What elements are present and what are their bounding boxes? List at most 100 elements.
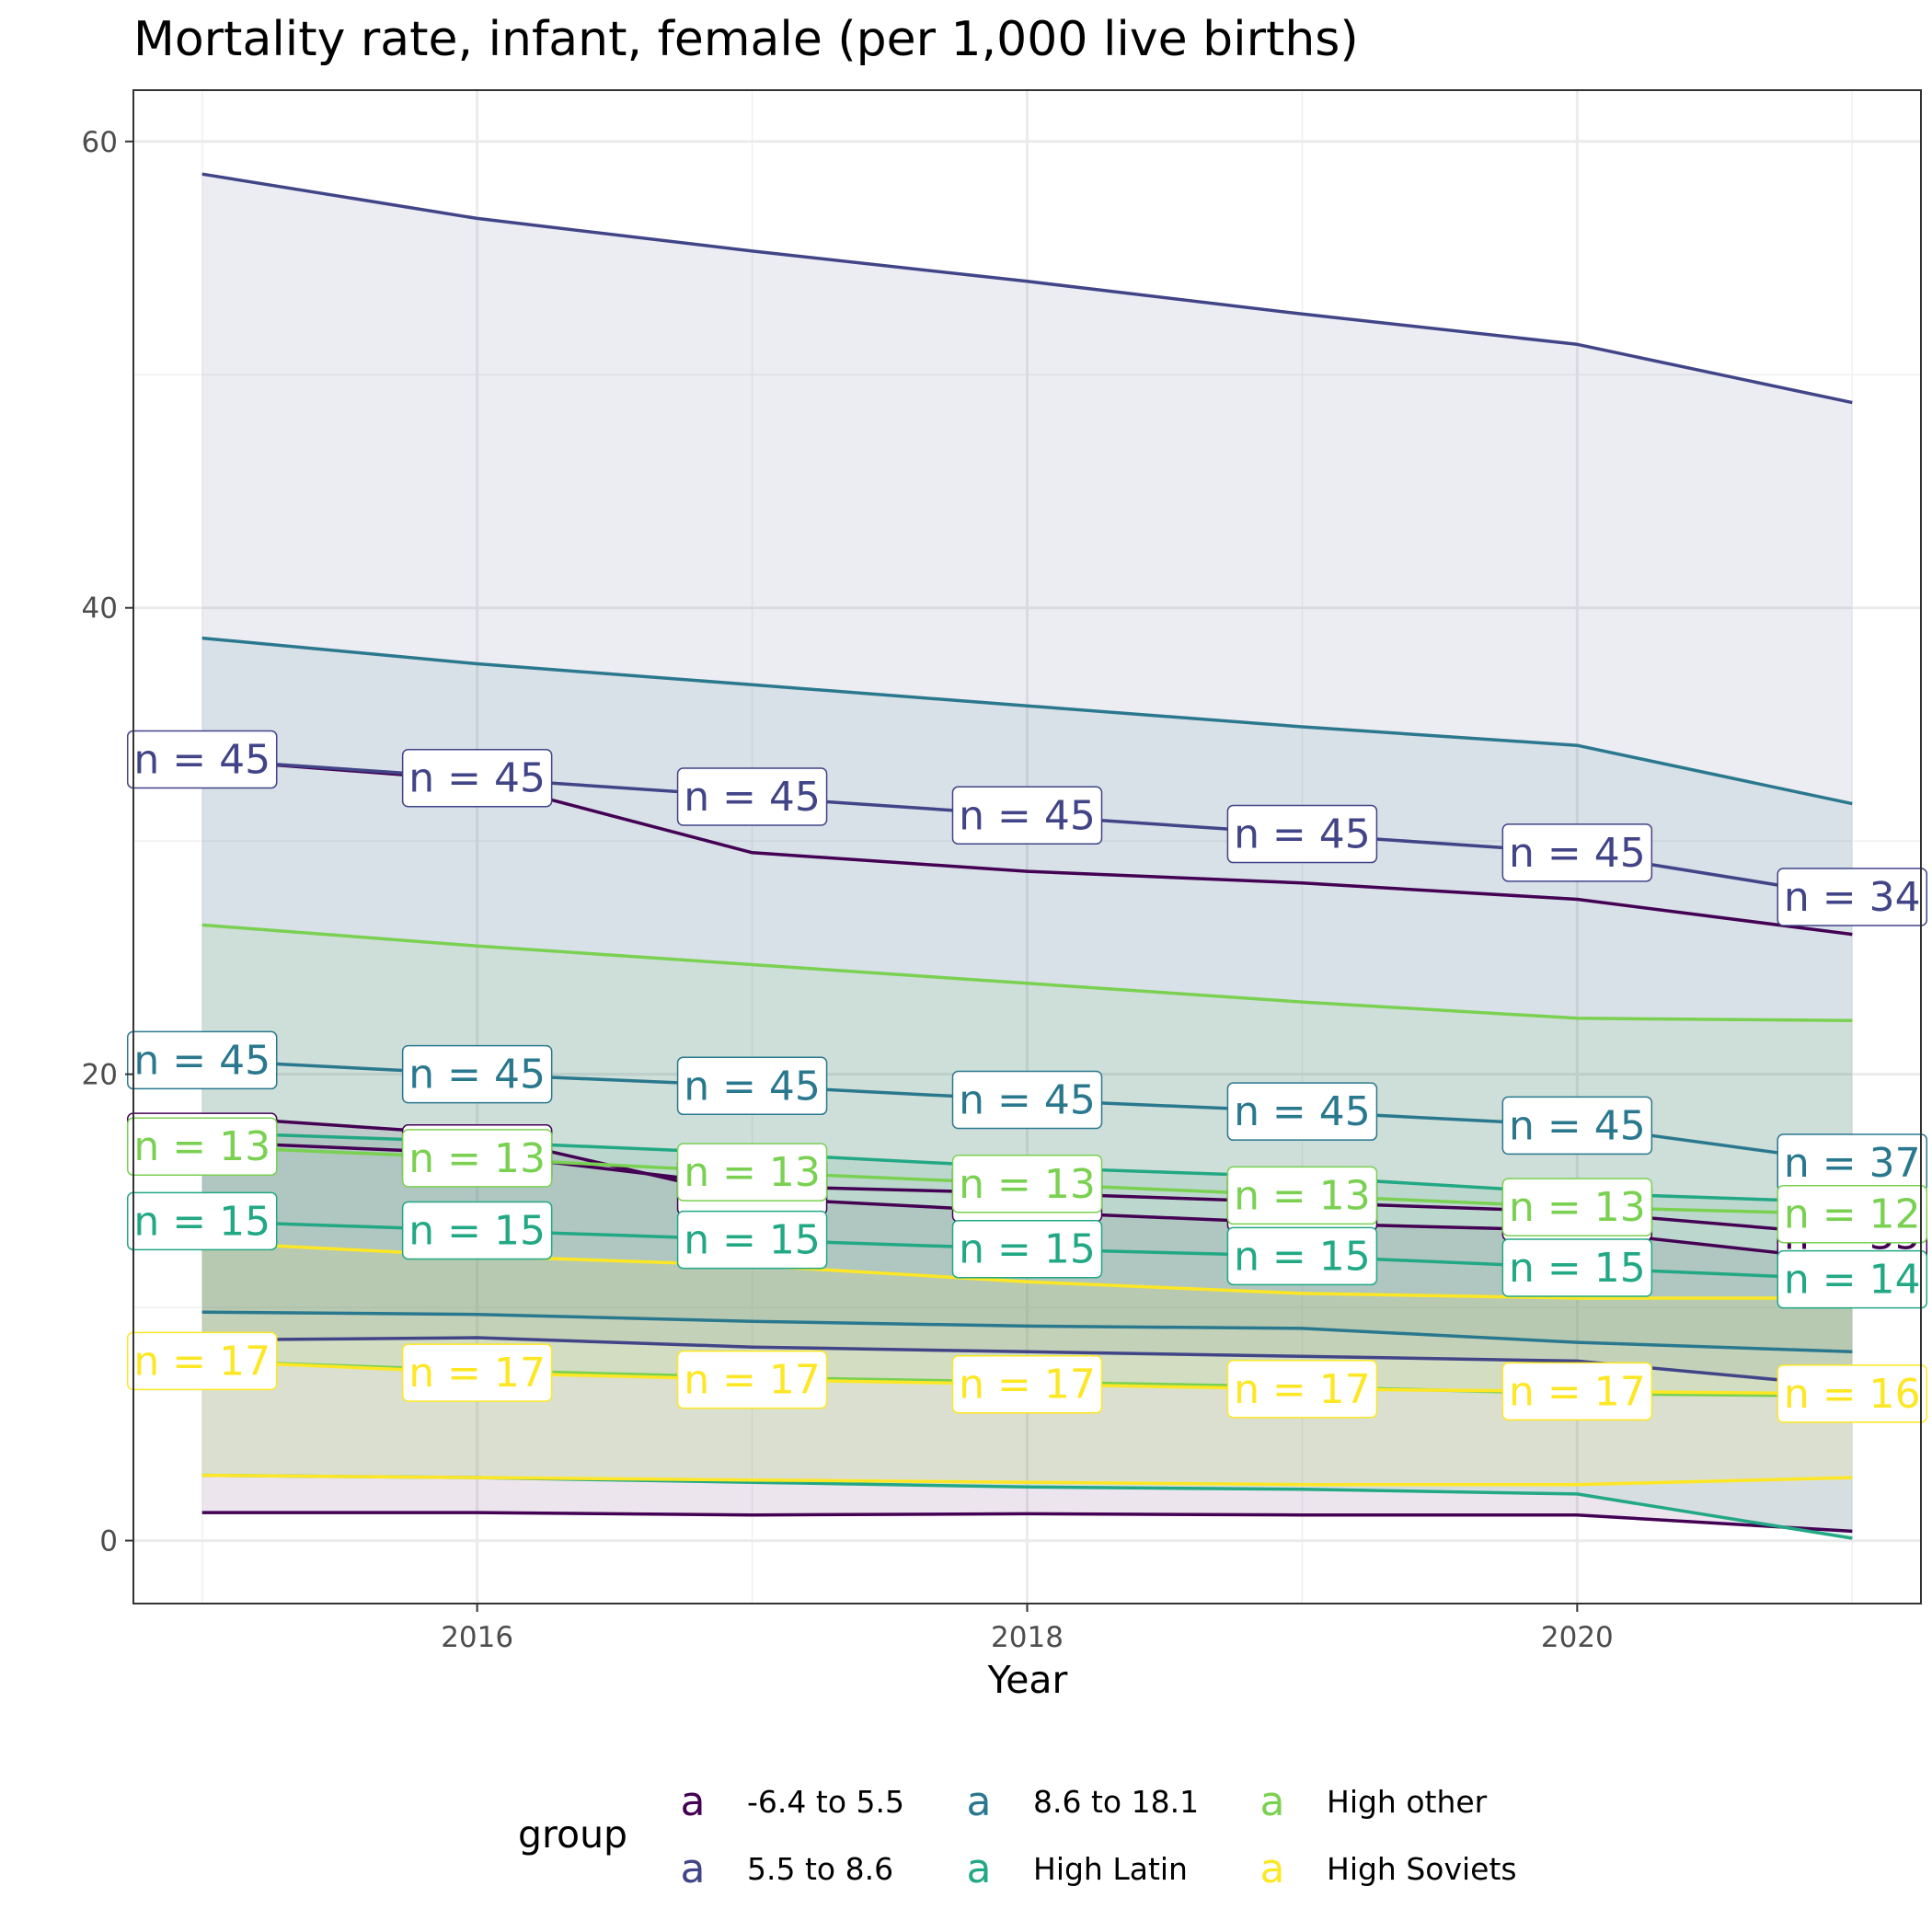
n-label-text: n = 17 bbox=[959, 1362, 1096, 1409]
legend-key: a bbox=[681, 1846, 706, 1892]
n-label-text: n = 34 bbox=[1784, 874, 1921, 921]
legend-key: a bbox=[967, 1846, 992, 1892]
n-label-text: n = 16 bbox=[1784, 1371, 1921, 1418]
n-label-text: n = 15 bbox=[684, 1217, 821, 1264]
n-label-box bbox=[951, 1219, 1103, 1279]
legend-key: a bbox=[681, 1778, 706, 1825]
upper-line-8.6 to 18.1 bbox=[201, 636, 1853, 806]
n-label-box bbox=[126, 1030, 278, 1090]
n-label-box bbox=[676, 767, 828, 826]
n-label: n = 17 bbox=[1501, 1362, 1653, 1421]
legend-item-label: High Soviets bbox=[1327, 1851, 1517, 1887]
legend-key: a bbox=[1260, 1846, 1285, 1892]
n-label: n = 16 bbox=[1777, 1364, 1928, 1423]
n-label-text: n = 45 bbox=[1509, 1102, 1646, 1149]
n-label-box bbox=[401, 1044, 553, 1104]
n-label-box bbox=[1226, 1226, 1378, 1286]
n-label-text: n = 17 bbox=[408, 1350, 546, 1397]
n-label-text: n = 45 bbox=[1234, 1088, 1371, 1135]
n-label-box bbox=[676, 1056, 828, 1116]
n-label: n = 17 bbox=[951, 1354, 1103, 1414]
n-label-box bbox=[1501, 1238, 1653, 1297]
band-5.5 to 8.6 bbox=[201, 174, 1853, 1387]
n-label: n = 15 bbox=[126, 1191, 278, 1251]
lower-line-High Soviets bbox=[201, 1473, 1853, 1487]
n-label-box bbox=[1501, 1178, 1653, 1236]
lower-line-5.5 to 8.6 bbox=[201, 1336, 1853, 1389]
n-label-box bbox=[1226, 1360, 1378, 1419]
n-label: n = 15 bbox=[401, 1201, 553, 1260]
n-label-text: n = 12 bbox=[1784, 1191, 1921, 1238]
n-label: n = 45 bbox=[1501, 823, 1653, 882]
n-label: n = 12 bbox=[1777, 1184, 1928, 1244]
n-label-text: n = 45 bbox=[684, 774, 821, 821]
n-label-text: n = 17 bbox=[1234, 1366, 1371, 1413]
n-label-text: n = 45 bbox=[1509, 830, 1646, 877]
n-label: n = 13 bbox=[676, 1143, 828, 1202]
n-label: n = 14 bbox=[1777, 1249, 1928, 1309]
x-tick-label: 2016 bbox=[441, 1621, 513, 1654]
n-label-box bbox=[401, 1129, 553, 1188]
n-label-text: n = 45 bbox=[408, 1052, 546, 1098]
y-tick-label: 20 bbox=[82, 1059, 118, 1092]
n-label-text: n = 13 bbox=[1234, 1172, 1371, 1219]
n-label: n = 45 bbox=[1226, 804, 1378, 864]
x-tick-label: 2018 bbox=[991, 1621, 1064, 1654]
n-label-text: n = 13 bbox=[133, 1123, 270, 1170]
n-label-box bbox=[401, 1201, 553, 1260]
n-label-box bbox=[676, 1350, 828, 1409]
n-label: n = 17 bbox=[676, 1350, 828, 1409]
legend-item-label: High Latin bbox=[1033, 1851, 1188, 1887]
n-label-text: n = 45 bbox=[684, 1063, 821, 1110]
n-label-text: n = 13 bbox=[959, 1161, 1096, 1208]
n-label: n = 45 bbox=[951, 786, 1103, 845]
legend: group a -6.4 to 5.5 a 5.5 to 8.6 a 8.6 to 18.… bbox=[518, 1778, 1517, 1892]
upper-line-5.5 to 8.6 bbox=[201, 172, 1853, 405]
n-label: n = 15 bbox=[1501, 1238, 1653, 1297]
n-label: n = 45 bbox=[126, 1030, 278, 1090]
n-label-text: n = 45 bbox=[408, 755, 546, 802]
legend-item-label: -6.4 to 5.5 bbox=[747, 1784, 904, 1820]
n-label: n = 17 bbox=[126, 1331, 278, 1391]
n-label-box bbox=[1226, 804, 1378, 864]
n-label-text: n = 45 bbox=[133, 1037, 270, 1084]
n-label: n = 15 bbox=[1226, 1226, 1378, 1286]
n-label-text: n = 15 bbox=[1509, 1245, 1646, 1292]
n-label: n = 13 bbox=[1226, 1166, 1378, 1225]
n-label-box bbox=[1226, 1082, 1378, 1141]
n-label: n = 13 bbox=[126, 1117, 278, 1176]
n-label: n = 34 bbox=[1777, 868, 1928, 926]
n-label-box bbox=[951, 1354, 1103, 1414]
n-label-text: n = 37 bbox=[1784, 1140, 1921, 1187]
legend-title: group bbox=[518, 1812, 627, 1857]
n-label-text: n = 45 bbox=[959, 1077, 1096, 1124]
n-label: n = 13 bbox=[951, 1155, 1103, 1213]
n-label: n = 45 bbox=[401, 748, 553, 808]
n-label: n = 13 bbox=[1501, 1178, 1653, 1236]
n-label-box bbox=[676, 1210, 828, 1270]
legend-item-label: 8.6 to 18.1 bbox=[1033, 1784, 1199, 1820]
n-label: n = 15 bbox=[676, 1210, 828, 1270]
lower-line-8.6 to 18.1 bbox=[201, 1310, 1853, 1354]
n-label: n = 45 bbox=[951, 1070, 1103, 1130]
n-label-box bbox=[951, 786, 1103, 845]
n-label: n = 17 bbox=[1226, 1360, 1378, 1419]
n-label-box bbox=[126, 1191, 278, 1251]
n-label-text: n = 45 bbox=[959, 792, 1096, 839]
n-label-text: n = 14 bbox=[1784, 1257, 1921, 1304]
legend-key: a bbox=[1260, 1778, 1285, 1825]
y-tick-label: 60 bbox=[82, 126, 118, 159]
n-label-text: n = 45 bbox=[133, 736, 270, 783]
n-label-text: n = 13 bbox=[1509, 1184, 1646, 1231]
n-label-text: n = 13 bbox=[684, 1149, 821, 1196]
n-label-box bbox=[1501, 1096, 1653, 1156]
y-axis: 0 20 40 60 bbox=[82, 126, 133, 1558]
n-label-box bbox=[1226, 1166, 1378, 1225]
n-label: n = 45 bbox=[1501, 1096, 1653, 1156]
legend-key: a bbox=[967, 1778, 992, 1825]
n-label-box bbox=[1777, 1249, 1928, 1309]
n-label-box bbox=[1501, 1362, 1653, 1421]
legend-item-label: 5.5 to 8.6 bbox=[747, 1851, 893, 1887]
lower-line--6.4 to 5.5 bbox=[201, 1511, 1853, 1534]
